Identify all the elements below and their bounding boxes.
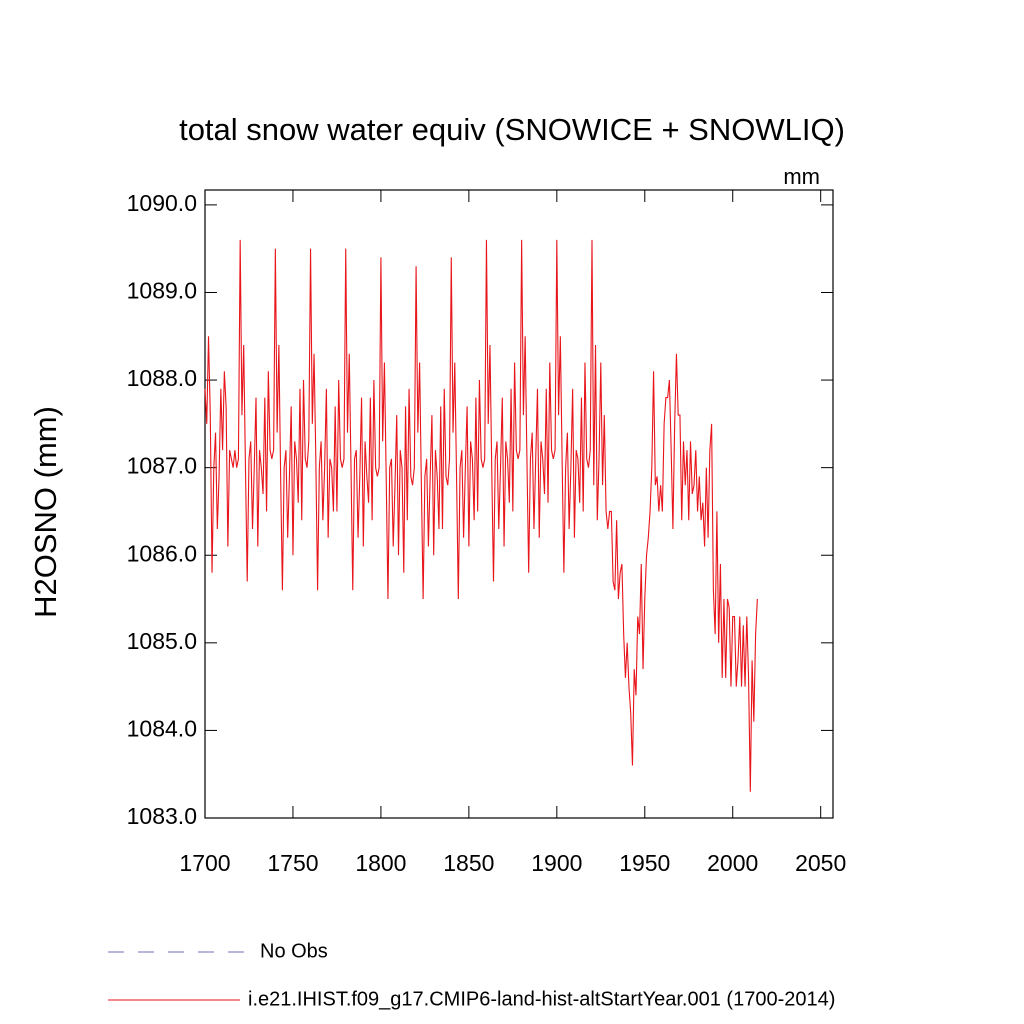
units-label: mm — [783, 164, 820, 189]
x-tick-label: 1750 — [267, 850, 318, 876]
y-tick-label: 1087.0 — [127, 453, 197, 479]
y-axis-label: H2OSNO (mm) — [28, 406, 63, 618]
x-tick-label: 1850 — [443, 850, 494, 876]
legend-label: i.e21.IHIST.f09_g17.CMIP6-land-hist-altS… — [248, 988, 835, 1010]
x-tick-label: 1700 — [179, 850, 230, 876]
x-tick-label: 2000 — [707, 850, 758, 876]
data-line — [204, 239, 758, 792]
x-tick-label: 1900 — [531, 850, 582, 876]
legend-label: No Obs — [260, 940, 328, 962]
y-tick-label: 1084.0 — [127, 715, 197, 741]
x-tick-label: 1800 — [355, 850, 406, 876]
y-tick-label: 1090.0 — [127, 190, 197, 216]
y-tick-label: 1088.0 — [127, 365, 197, 391]
y-tick-label: 1083.0 — [127, 803, 197, 829]
y-tick-label: 1085.0 — [127, 628, 197, 654]
x-tick-label: 1950 — [619, 850, 670, 876]
y-tick-label: 1089.0 — [127, 278, 197, 304]
plot-frame — [204, 189, 834, 819]
chart-title: total snow water equiv (SNOWICE + SNOWLI… — [179, 112, 845, 147]
x-tick-label: 2050 — [795, 850, 846, 876]
y-tick-label: 1086.0 — [127, 540, 197, 566]
